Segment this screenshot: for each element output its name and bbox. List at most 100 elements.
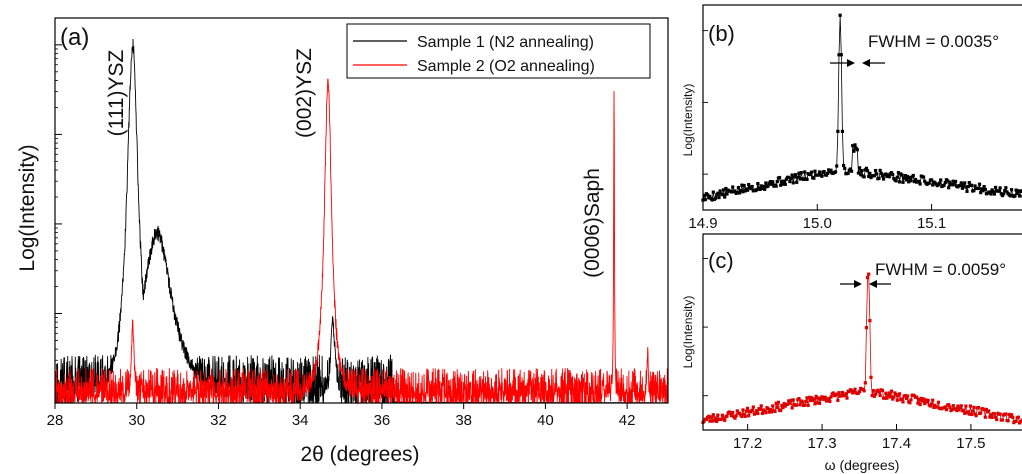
- data-point: [855, 148, 859, 152]
- data-point: [745, 188, 750, 192]
- data-point: [798, 403, 802, 407]
- data-point: [771, 180, 775, 184]
- data-point: [792, 175, 797, 179]
- data-point: [931, 398, 935, 402]
- data-point: [721, 417, 726, 421]
- data-point: [761, 184, 766, 188]
- data-point: [983, 415, 987, 419]
- data-point: [872, 173, 877, 178]
- data-point: [885, 396, 889, 400]
- data-point: [877, 176, 881, 180]
- x-ticks-c: 17.2 17.3 17.4 17.5: [733, 424, 986, 452]
- data-point: [724, 186, 728, 191]
- data-point: [743, 189, 747, 193]
- data-point: [755, 408, 759, 413]
- data-point: [807, 395, 811, 399]
- data-point: [913, 177, 918, 182]
- data-point: [868, 319, 872, 323]
- data-point: [958, 405, 962, 410]
- data-point: [729, 414, 734, 418]
- panel-a: 28 30 32 34 36 38 40 42 (a) 2θ (degrees) Log(In…: [16, 17, 669, 466]
- data-point: [929, 402, 934, 406]
- data-point: [948, 180, 952, 184]
- data-point: [887, 391, 891, 395]
- data-point: [859, 173, 863, 177]
- data-point: [797, 171, 801, 175]
- data-point: [745, 406, 750, 410]
- x-tick-label-a: 42: [619, 412, 636, 429]
- data-point: [973, 184, 977, 188]
- data-point: [720, 413, 725, 417]
- data-point: [775, 179, 779, 184]
- data-point: [731, 410, 735, 415]
- data-point: [769, 182, 774, 186]
- data-point: [758, 407, 762, 411]
- data-point: [768, 408, 773, 412]
- y-axis-label-a: Log(Intensity): [16, 144, 39, 271]
- data-point: [817, 170, 822, 174]
- data-point: [880, 388, 885, 392]
- data-point: [793, 173, 798, 177]
- legend-label-sample-1: Sample 1 (N2 annealing): [417, 34, 594, 51]
- data-point: [713, 416, 718, 420]
- data-point: [854, 146, 858, 150]
- data-point: [959, 181, 963, 185]
- data-point: [823, 395, 827, 399]
- data-point: [777, 175, 782, 180]
- data-point: [737, 191, 742, 195]
- x-tick-label: 17.4: [882, 435, 911, 452]
- data-point: [997, 189, 1001, 193]
- legend: Sample 1 (N2 annealing) Sample 2 (O2 ann…: [346, 23, 651, 79]
- data-point: [862, 175, 866, 179]
- y-ticks-c: [703, 258, 708, 397]
- data-point: [840, 390, 845, 395]
- x-tick-label-a: 34: [292, 412, 309, 429]
- data-point: [895, 175, 899, 179]
- data-point: [740, 183, 744, 187]
- data-point: [901, 180, 905, 184]
- data-point: [1011, 415, 1015, 419]
- data-point: [960, 186, 965, 190]
- data-point: [867, 272, 871, 276]
- data-point: [743, 414, 747, 418]
- data-point: [825, 171, 830, 175]
- data-point: [1014, 419, 1018, 423]
- data-point: [973, 412, 977, 416]
- x-tick-label-a: 32: [210, 412, 227, 429]
- data-point: [736, 185, 741, 190]
- data-point: [852, 390, 856, 394]
- data-point: [839, 53, 843, 57]
- panel-label-a: (a): [60, 24, 89, 51]
- data-point: [718, 189, 722, 193]
- data-point: [877, 390, 881, 394]
- data-point: [903, 173, 907, 178]
- data-point: [773, 409, 777, 414]
- annotation-002-ysz: (002)YSZ: [293, 48, 316, 138]
- data-point: [969, 183, 974, 187]
- series-c: [701, 272, 1022, 425]
- data-point: [715, 419, 719, 424]
- data-point: [740, 414, 744, 419]
- data-point: [948, 405, 952, 409]
- data-point: [982, 185, 986, 189]
- data-point: [867, 174, 871, 178]
- data-point: [967, 181, 971, 185]
- data-point: [981, 189, 985, 193]
- data-point: [711, 190, 715, 194]
- data-point: [884, 391, 888, 395]
- data-point: [878, 393, 882, 398]
- data-point: [929, 178, 934, 182]
- data-point: [741, 190, 745, 194]
- data-point: [771, 404, 775, 408]
- data-point: [808, 398, 813, 403]
- data-point: [750, 184, 754, 189]
- data-point: [813, 169, 817, 173]
- data-point: [988, 190, 992, 194]
- data-point: [782, 179, 786, 183]
- data-point: [972, 405, 976, 409]
- data-point: [1001, 192, 1006, 196]
- data-point: [856, 171, 861, 175]
- data-point: [972, 189, 976, 193]
- data-point: [952, 183, 957, 187]
- data-point: [878, 168, 882, 172]
